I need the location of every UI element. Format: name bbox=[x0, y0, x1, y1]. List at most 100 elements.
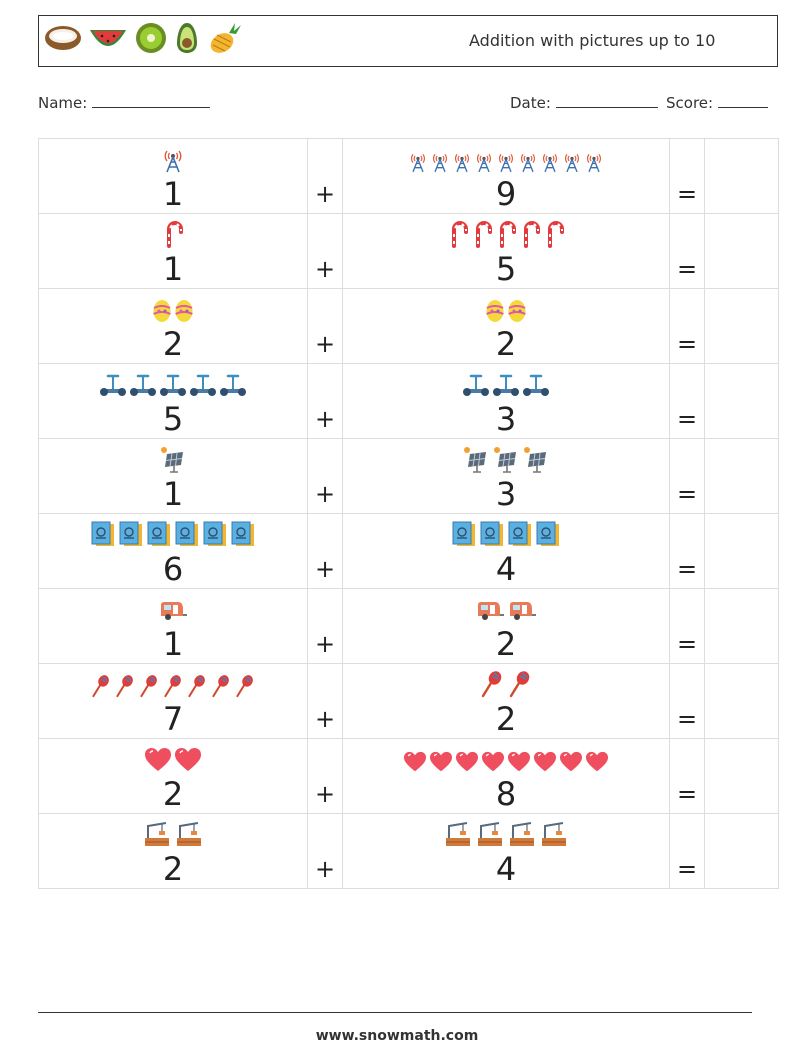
equals-cell: = bbox=[669, 813, 705, 889]
equals-sign: = bbox=[676, 330, 698, 358]
problem-row: 1 +3 = bbox=[38, 438, 779, 514]
picture-group bbox=[39, 520, 307, 552]
equals-sign: = bbox=[676, 555, 698, 583]
solar-panel-icon bbox=[462, 445, 490, 477]
picture-group bbox=[343, 822, 669, 852]
problem-row: 1 +5 = bbox=[38, 213, 779, 289]
addend-a: 1 bbox=[162, 475, 184, 513]
addend-b-cell: 2 bbox=[342, 588, 670, 664]
candy-cane-icon bbox=[162, 220, 184, 252]
maraca-icon bbox=[162, 674, 184, 702]
answer-cell[interactable] bbox=[704, 138, 779, 214]
date-blank[interactable] bbox=[555, 93, 658, 108]
score-blank[interactable] bbox=[717, 93, 768, 108]
picture-group bbox=[343, 521, 669, 552]
answer-cell[interactable] bbox=[704, 363, 779, 439]
plus-sign: + bbox=[314, 855, 336, 883]
addend-b-cell: 5 bbox=[342, 213, 670, 289]
factory-crane-icon bbox=[174, 820, 204, 852]
caravan-icon bbox=[475, 599, 505, 627]
problem-row: 2 +8 = bbox=[38, 738, 779, 814]
addend-b-cell: 9 bbox=[342, 138, 670, 214]
maraca-icon bbox=[210, 674, 232, 702]
addend-a: 2 bbox=[162, 775, 184, 813]
addend-a-cell: 2 bbox=[38, 288, 308, 364]
radio-tower-icon bbox=[496, 149, 516, 177]
answer-cell[interactable] bbox=[704, 513, 779, 589]
coconut-icon bbox=[45, 26, 81, 50]
factory-crane-icon bbox=[507, 820, 537, 852]
fruit-decor-row bbox=[43, 21, 245, 55]
problem-row: 2 +2 = bbox=[38, 288, 779, 364]
plus-cell: + bbox=[307, 363, 343, 439]
name-label: Name: bbox=[38, 94, 88, 112]
plus-cell: + bbox=[307, 588, 343, 664]
plus-sign: + bbox=[314, 630, 336, 658]
plus-cell: + bbox=[307, 288, 343, 364]
picture-group bbox=[39, 220, 307, 252]
answer-cell[interactable] bbox=[704, 288, 779, 364]
maraca-icon bbox=[138, 674, 160, 702]
plus-cell: + bbox=[307, 213, 343, 289]
equals-sign: = bbox=[676, 630, 698, 658]
equals-sign: = bbox=[676, 180, 698, 208]
maraca-icon bbox=[114, 674, 136, 702]
book-icon bbox=[230, 520, 256, 552]
name-blank[interactable] bbox=[92, 93, 211, 108]
maraca-icon bbox=[90, 674, 112, 702]
picture-group bbox=[343, 447, 669, 477]
answer-cell[interactable] bbox=[704, 213, 779, 289]
addend-b-cell: 4 bbox=[342, 813, 670, 889]
picture-group bbox=[343, 220, 669, 252]
easter-egg-icon bbox=[174, 297, 194, 327]
kiwi-icon bbox=[136, 23, 166, 53]
plus-sign: + bbox=[314, 180, 336, 208]
answer-cell[interactable] bbox=[704, 813, 779, 889]
equals-cell: = bbox=[669, 438, 705, 514]
score-field[interactable]: Score: bbox=[666, 93, 768, 112]
maraca-icon bbox=[507, 670, 533, 702]
answer-cell[interactable] bbox=[704, 588, 779, 664]
equals-sign: = bbox=[676, 255, 698, 283]
solar-panel-icon bbox=[522, 445, 550, 477]
problem-row: 1 +2 = bbox=[38, 588, 779, 664]
addend-a: 1 bbox=[162, 250, 184, 288]
plus-cell: + bbox=[307, 813, 343, 889]
problems-body: 1 +9 = 1 +5 = 2 +2 = 5 +3 = 1 +3 = 6 +4 = 1 +2 = 7 +2 = 2 +8 = 2 +4 = bbox=[38, 138, 779, 889]
addend-a-cell: 1 bbox=[38, 138, 308, 214]
plus-sign: + bbox=[314, 405, 336, 433]
addend-a-cell: 5 bbox=[38, 363, 308, 439]
addend-a: 5 bbox=[162, 400, 184, 438]
factory-crane-icon bbox=[475, 820, 505, 852]
addend-b: 4 bbox=[495, 550, 517, 588]
date-label: Date: bbox=[510, 94, 551, 112]
addend-a-cell: 7 bbox=[38, 663, 308, 739]
addend-a-cell: 1 bbox=[38, 438, 308, 514]
name-field[interactable]: Name: bbox=[38, 93, 211, 112]
picture-group bbox=[343, 670, 669, 702]
picture-group bbox=[39, 672, 307, 702]
equals-sign: = bbox=[676, 405, 698, 433]
radio-tower-icon bbox=[161, 145, 185, 177]
easter-egg-icon bbox=[485, 297, 505, 327]
radio-tower-icon bbox=[518, 149, 538, 177]
pineapple-icon bbox=[210, 23, 241, 53]
answer-cell[interactable] bbox=[704, 738, 779, 814]
plus-sign: + bbox=[314, 330, 336, 358]
problem-row: 7 +2 = bbox=[38, 663, 779, 739]
addend-a: 1 bbox=[162, 625, 184, 663]
heart-icon bbox=[174, 747, 202, 777]
date-field[interactable]: Date: bbox=[510, 93, 658, 112]
candy-cane-icon bbox=[447, 220, 469, 252]
radio-tower-icon bbox=[540, 149, 560, 177]
addend-b-cell: 2 bbox=[342, 663, 670, 739]
answer-cell[interactable] bbox=[704, 663, 779, 739]
easter-egg-icon bbox=[507, 297, 527, 327]
candy-cane-icon bbox=[519, 220, 541, 252]
answer-cell[interactable] bbox=[704, 438, 779, 514]
picture-group bbox=[343, 747, 669, 777]
problem-row: 6 +4 = bbox=[38, 513, 779, 589]
picture-group bbox=[39, 747, 307, 777]
radio-tower-icon bbox=[430, 149, 450, 177]
maraca-icon bbox=[234, 674, 256, 702]
